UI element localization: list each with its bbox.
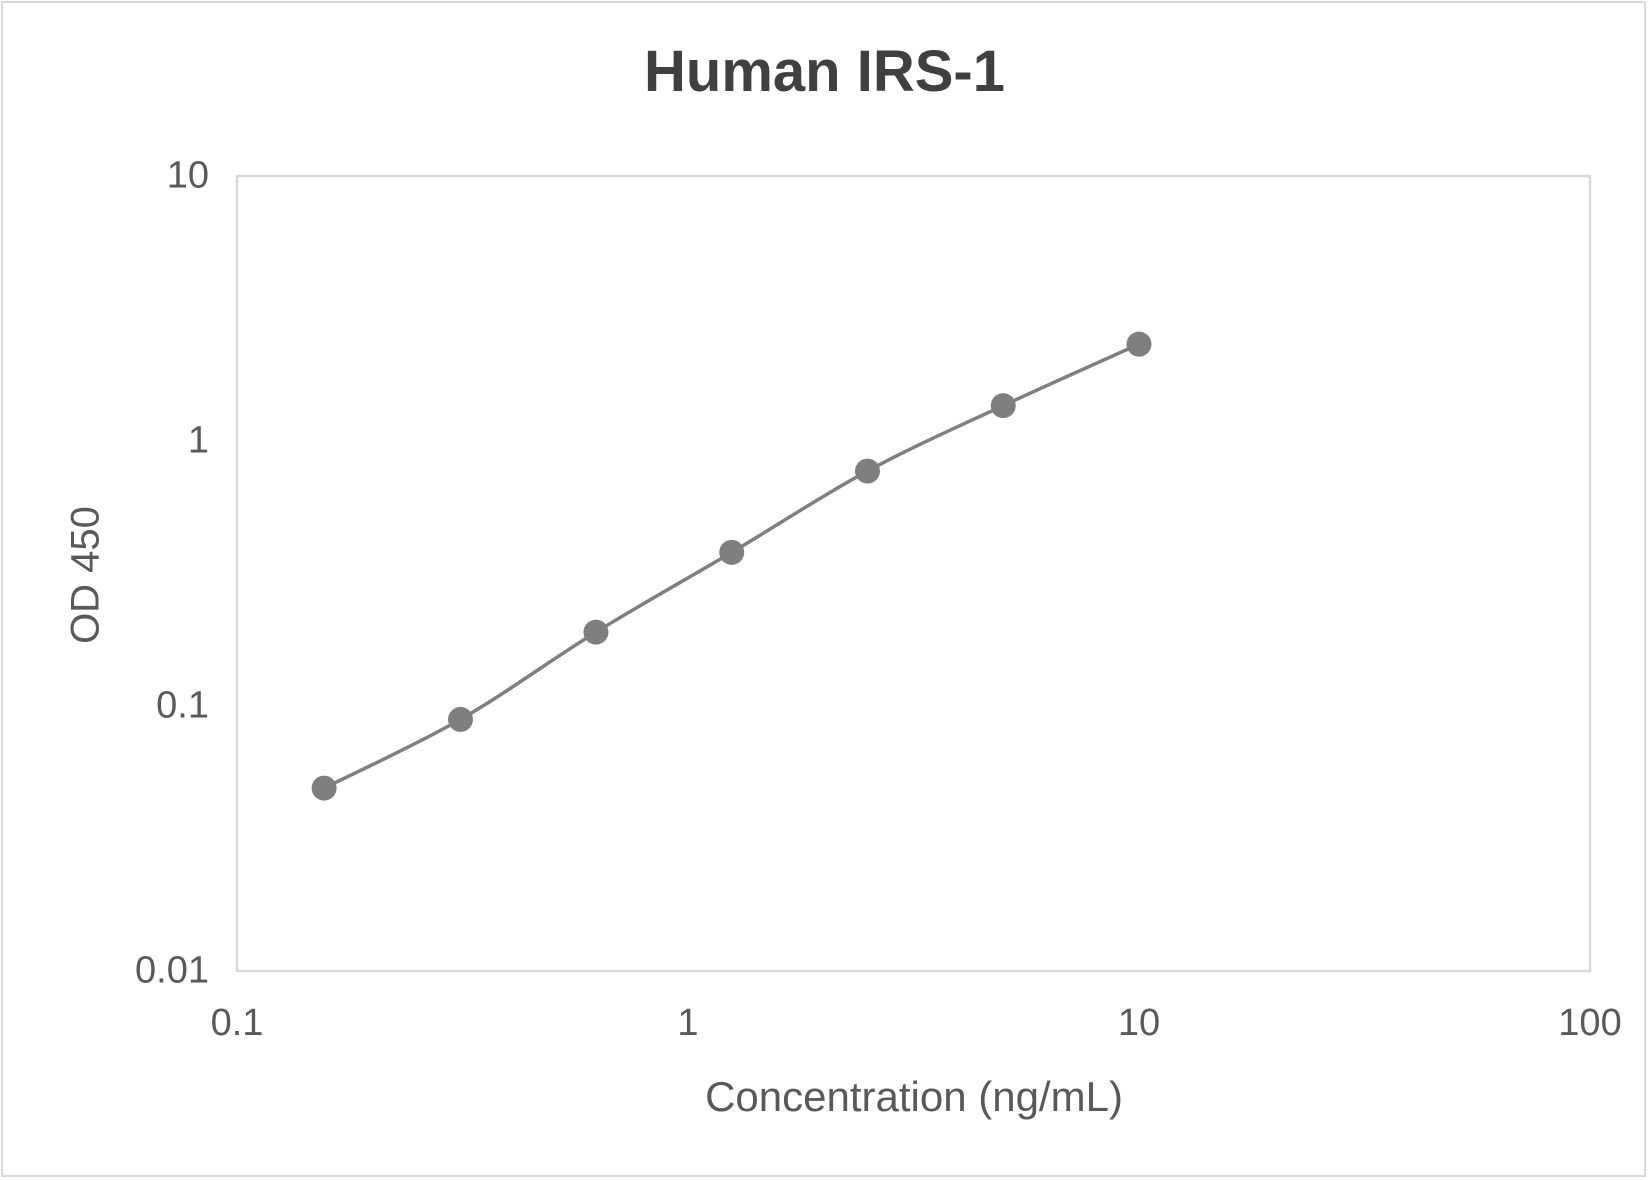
- x-axis-label: Concentration (ng/mL): [705, 1073, 1123, 1120]
- x-tick-label: 0.1: [210, 1002, 264, 1044]
- data-point-marker: [990, 393, 1016, 419]
- plot-border: [235, 174, 1592, 973]
- x-tick-label: 10: [1117, 1002, 1161, 1044]
- x-tick-label: 1: [677, 1002, 699, 1044]
- data-point-marker: [854, 458, 880, 484]
- y-tick-label: 10: [166, 154, 209, 197]
- series-line: [323, 342, 1140, 790]
- data-point-marker: [311, 775, 337, 801]
- series-markers: [311, 331, 1152, 801]
- y-tick-label: 1: [187, 419, 209, 462]
- chart-title: Human IRS-1: [644, 39, 1005, 104]
- y-tick-label: 0.1: [156, 684, 209, 727]
- data-point-marker: [447, 706, 473, 732]
- data-point-marker: [719, 539, 745, 565]
- x-tick-label: 100: [1558, 1002, 1622, 1044]
- data-point-marker: [1126, 331, 1152, 357]
- y-tick-label: 0.01: [135, 949, 209, 992]
- data-point-marker: [583, 619, 609, 645]
